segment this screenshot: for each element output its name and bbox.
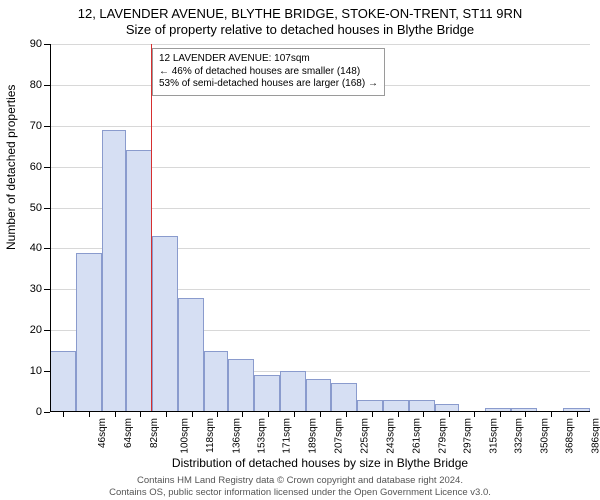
histogram-bar bbox=[126, 150, 152, 412]
x-tick bbox=[217, 412, 218, 417]
x-tick-label: 261sqm bbox=[411, 418, 422, 454]
y-tick-label: 50 bbox=[30, 202, 42, 214]
histogram-bar bbox=[331, 383, 357, 412]
x-tick-label: 153sqm bbox=[256, 418, 267, 454]
y-tick bbox=[44, 167, 50, 168]
histogram-bar bbox=[306, 379, 332, 412]
histogram-bar bbox=[102, 130, 126, 412]
x-tick-label: 386sqm bbox=[591, 418, 600, 454]
y-tick bbox=[44, 248, 50, 249]
x-axis-label: Distribution of detached houses by size … bbox=[50, 456, 590, 470]
x-tick-label: 118sqm bbox=[205, 418, 216, 453]
y-tick bbox=[44, 330, 50, 331]
x-tick-label: 279sqm bbox=[437, 418, 448, 454]
x-tick-label: 136sqm bbox=[232, 418, 243, 454]
x-tick bbox=[398, 412, 399, 417]
y-tick-label: 10 bbox=[30, 365, 42, 377]
x-tick-label: 332sqm bbox=[513, 418, 524, 454]
y-tick-label: 40 bbox=[30, 242, 42, 254]
histogram-figure: 12, LAVENDER AVENUE, BLYTHE BRIDGE, STOK… bbox=[0, 0, 600, 500]
histogram-bar bbox=[254, 375, 280, 412]
histogram-bar bbox=[152, 236, 178, 412]
x-tick-label: 368sqm bbox=[565, 418, 576, 454]
histogram-bar bbox=[178, 298, 204, 412]
x-tick bbox=[551, 412, 552, 417]
plot-inner bbox=[50, 44, 590, 412]
histogram-bar bbox=[280, 371, 306, 412]
y-tick-label: 90 bbox=[30, 38, 42, 50]
x-tick bbox=[268, 412, 269, 417]
x-tick-label: 189sqm bbox=[308, 418, 319, 454]
x-tick bbox=[372, 412, 373, 417]
histogram-bar bbox=[76, 253, 102, 412]
y-tick-label: 30 bbox=[30, 283, 42, 295]
x-tick-label: 64sqm bbox=[123, 418, 134, 448]
y-tick bbox=[44, 44, 50, 45]
plot-area: 010203040506070809046sqm64sqm82sqm100sqm… bbox=[50, 44, 590, 412]
x-tick bbox=[89, 412, 90, 417]
y-axis-line bbox=[50, 44, 51, 412]
x-tick-label: 315sqm bbox=[489, 418, 500, 454]
y-tick-label: 0 bbox=[36, 406, 42, 418]
y-tick-label: 60 bbox=[30, 161, 42, 173]
reference-marker bbox=[151, 44, 152, 412]
y-tick bbox=[44, 85, 50, 86]
y-tick-label: 20 bbox=[30, 324, 42, 336]
chart-title-line-1: 12, LAVENDER AVENUE, BLYTHE BRIDGE, STOK… bbox=[0, 6, 600, 21]
x-tick bbox=[166, 412, 167, 417]
x-tick bbox=[140, 412, 141, 417]
x-tick bbox=[115, 412, 116, 417]
histogram-bar bbox=[50, 351, 76, 412]
x-tick-label: 46sqm bbox=[97, 418, 108, 448]
y-tick-label: 70 bbox=[30, 120, 42, 132]
x-tick bbox=[192, 412, 193, 417]
footer-line-1: Contains HM Land Registry data © Crown c… bbox=[0, 475, 600, 486]
y-tick bbox=[44, 289, 50, 290]
x-tick-label: 100sqm bbox=[180, 418, 191, 454]
x-tick-label: 82sqm bbox=[149, 418, 160, 448]
x-tick bbox=[346, 412, 347, 417]
y-axis-label: Number of detached properties bbox=[4, 85, 18, 250]
annotation-box: 12 LAVENDER AVENUE: 107sqm ← 46% of deta… bbox=[152, 48, 385, 96]
x-tick-label: 207sqm bbox=[334, 418, 345, 454]
annotation-line-2: ← 46% of detached houses are smaller (14… bbox=[159, 66, 378, 79]
y-tick bbox=[44, 126, 50, 127]
histogram-bar bbox=[228, 359, 254, 412]
x-tick bbox=[294, 412, 295, 417]
x-tick bbox=[242, 412, 243, 417]
x-tick bbox=[320, 412, 321, 417]
grid-line bbox=[50, 126, 590, 127]
x-tick bbox=[474, 412, 475, 417]
annotation-line-3: 53% of semi-detached houses are larger (… bbox=[159, 78, 378, 91]
x-tick bbox=[423, 412, 424, 417]
y-tick bbox=[44, 371, 50, 372]
x-tick-label: 297sqm bbox=[463, 418, 474, 454]
y-tick bbox=[44, 208, 50, 209]
x-tick bbox=[525, 412, 526, 417]
x-tick bbox=[577, 412, 578, 417]
x-tick-label: 350sqm bbox=[539, 418, 550, 454]
x-tick bbox=[63, 412, 64, 417]
x-tick bbox=[449, 412, 450, 417]
footer-line-2: Contains OS, public sector information l… bbox=[0, 487, 600, 498]
histogram-bar bbox=[204, 351, 228, 412]
x-tick-label: 243sqm bbox=[385, 418, 396, 454]
x-tick-label: 225sqm bbox=[360, 418, 371, 454]
x-tick bbox=[500, 412, 501, 417]
annotation-line-1: 12 LAVENDER AVENUE: 107sqm bbox=[159, 53, 378, 66]
y-tick bbox=[44, 412, 50, 413]
chart-title-line-2: Size of property relative to detached ho… bbox=[0, 22, 600, 37]
x-tick-label: 171sqm bbox=[282, 418, 293, 454]
y-tick-label: 80 bbox=[30, 79, 42, 91]
grid-line bbox=[50, 44, 590, 45]
